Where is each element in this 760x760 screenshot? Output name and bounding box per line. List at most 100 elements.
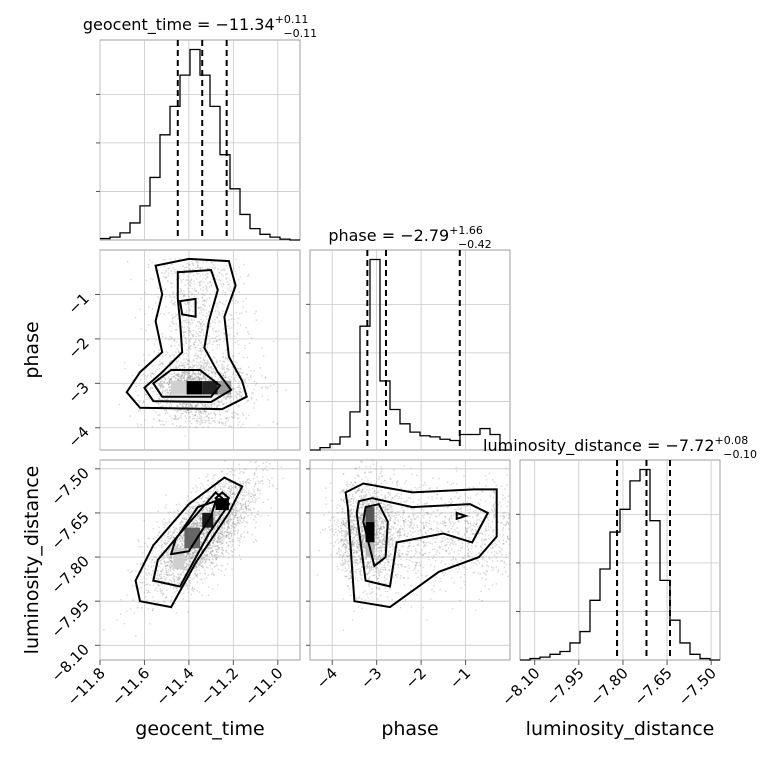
sample-point bbox=[217, 479, 219, 482]
sample-point bbox=[164, 390, 166, 392]
sample-point bbox=[186, 583, 188, 586]
sample-point bbox=[200, 562, 202, 564]
sample-point bbox=[213, 370, 215, 373]
sample-point bbox=[150, 574, 153, 576]
sample-point bbox=[213, 407, 216, 409]
sample-point bbox=[253, 370, 255, 372]
sample-point bbox=[203, 363, 205, 365]
sample-point bbox=[200, 559, 202, 562]
sample-point bbox=[203, 528, 205, 531]
sample-point bbox=[218, 343, 221, 346]
sample-point bbox=[201, 296, 204, 299]
sample-point bbox=[229, 541, 232, 543]
sample-point bbox=[207, 531, 209, 534]
sample-point bbox=[159, 588, 162, 590]
sample-point bbox=[187, 563, 189, 566]
sample-point bbox=[270, 507, 273, 509]
sample-point bbox=[166, 535, 169, 538]
sample-point bbox=[139, 563, 141, 565]
sample-point bbox=[162, 380, 164, 382]
sample-point bbox=[204, 578, 206, 580]
sample-point bbox=[182, 517, 184, 520]
sample-point bbox=[193, 378, 196, 380]
sample-point bbox=[195, 406, 197, 408]
sample-point bbox=[244, 503, 246, 506]
sample-point bbox=[162, 290, 164, 292]
sample-point bbox=[146, 387, 149, 389]
sample-point bbox=[195, 339, 197, 341]
sample-point bbox=[134, 390, 137, 392]
sample-point bbox=[229, 490, 231, 493]
sample-point bbox=[155, 302, 157, 304]
sample-point bbox=[179, 545, 182, 547]
sample-point bbox=[240, 381, 242, 383]
sample-point bbox=[230, 400, 232, 402]
sample-point bbox=[202, 508, 205, 511]
sample-point bbox=[236, 508, 238, 510]
sample-point bbox=[240, 506, 243, 508]
sample-point bbox=[189, 370, 192, 373]
sample-point bbox=[193, 319, 196, 321]
sample-point bbox=[214, 302, 217, 304]
sample-point bbox=[220, 542, 223, 544]
sample-point bbox=[229, 513, 232, 515]
sample-point bbox=[181, 537, 184, 540]
sample-point bbox=[199, 517, 201, 519]
sample-point bbox=[211, 542, 214, 544]
sample-point bbox=[148, 306, 150, 308]
sample-point bbox=[147, 608, 150, 610]
sample-point bbox=[176, 405, 179, 407]
sample-point bbox=[160, 370, 162, 373]
sample-point bbox=[187, 511, 190, 513]
sample-point bbox=[224, 376, 227, 378]
sample-point bbox=[178, 291, 180, 294]
sample-point bbox=[226, 367, 228, 370]
sample-point bbox=[266, 469, 269, 472]
sample-point bbox=[182, 403, 185, 405]
sample-point bbox=[147, 546, 149, 549]
sample-point bbox=[249, 501, 252, 503]
sample-point bbox=[159, 590, 162, 593]
sample-point bbox=[165, 354, 167, 356]
sample-point bbox=[168, 528, 171, 530]
sample-point bbox=[199, 267, 201, 269]
sample-point bbox=[188, 560, 190, 562]
sample-point bbox=[193, 547, 196, 550]
sample-point bbox=[168, 547, 171, 549]
sample-point bbox=[223, 515, 225, 517]
sample-point bbox=[203, 558, 206, 560]
sample-point bbox=[187, 360, 190, 362]
sample-point bbox=[150, 386, 152, 389]
sample-point bbox=[199, 360, 201, 363]
sample-point bbox=[199, 525, 202, 527]
sample-point bbox=[145, 589, 147, 592]
sample-point bbox=[233, 516, 236, 519]
sample-point bbox=[183, 375, 186, 377]
sample-point bbox=[234, 289, 236, 292]
histogram-step-phase bbox=[310, 258, 510, 451]
sample-point bbox=[193, 378, 196, 380]
sample-point bbox=[223, 517, 225, 519]
sample-point bbox=[214, 545, 217, 547]
sample-point bbox=[198, 410, 201, 412]
sample-point bbox=[214, 505, 216, 507]
sample-point bbox=[185, 312, 188, 314]
sample-point bbox=[228, 375, 230, 378]
sample-point bbox=[227, 527, 230, 529]
sample-point bbox=[170, 270, 173, 272]
sample-point bbox=[191, 556, 193, 558]
sample-point bbox=[171, 561, 173, 564]
sample-point bbox=[241, 499, 243, 501]
sample-point bbox=[222, 535, 224, 537]
sample-point bbox=[234, 510, 237, 512]
sample-point bbox=[173, 367, 175, 369]
sample-point bbox=[220, 526, 222, 528]
sample-point bbox=[202, 509, 204, 512]
sample-point bbox=[181, 374, 183, 377]
sample-point bbox=[190, 376, 192, 378]
sample-point bbox=[200, 365, 203, 367]
sample-point bbox=[259, 492, 261, 495]
sample-point bbox=[206, 558, 208, 560]
sample-point bbox=[160, 551, 162, 554]
sample-point bbox=[235, 513, 237, 515]
